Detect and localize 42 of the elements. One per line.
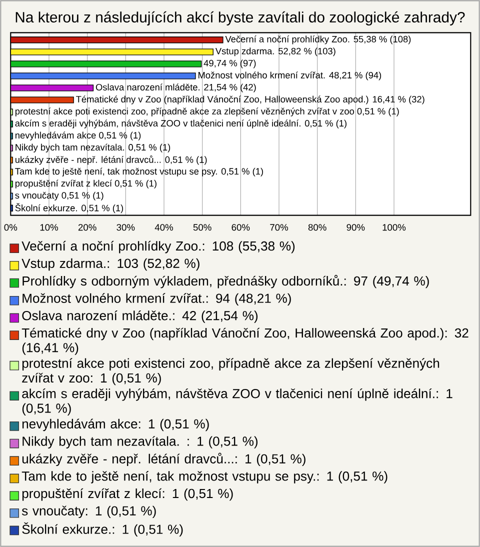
x-tick-label: 80% [308,224,326,231]
data-label: 49,74 % (97) [204,60,256,68]
x-tick-label: 100% [382,224,406,231]
data-label: Tématické dny v Zoo (například Vánoční Zoo, Halloweenská Zoo apod.) 16,41 % (32) [76,96,424,104]
data-label: s vnoučaty 0,51 % (1) [15,192,104,200]
data-label: akcím s eraději vyhýbám, návštěva ZOO v tlačenici není úplně ideální. 0,51 % (1) [15,120,346,128]
legend-label: akcím s eraději vyhýbám, návštěva ZOO v tlačenici není úplně ideální.: 1 (0,51 %) [22,388,452,416]
x-tick-label: 30% [116,224,135,231]
legend-label: Prohlídky s odborným výkladem, přednášky odborníků.: 97 (49,74 %) [22,274,429,288]
legend-label: Tématické dny v Zoo (například Vánoční Zoo, Halloweenská Zoo apod.): 32 (16,41 %) [22,328,468,355]
chart-title: Na kterou z následujících akcí byste zavítali do zoologické zahrady? [16,11,465,26]
legend-label: s vnoučaty: 1 (0,51 %) [22,506,156,518]
legend-label: ukázky zvěře - nepř. létání dravců...: 1 (0,51 %) [22,452,306,466]
data-label: protestní akce poti existenci zoo, případně akce za zlepšení vězněných zvířat v zoo 0,51 % (1) [15,108,399,116]
x-tick-label: 0% [4,224,18,231]
x-tick-label: 20% [78,224,96,231]
data-label: Školní exkurze. 0,51 % (1) [15,203,124,214]
data-label: ukázky zvěře - nepř. létání dravců... 0,51 % (1) [15,155,207,165]
data-label: propuštění zvířat z klecí 0,51 % (1) [15,180,156,188]
x-tick-label: 70% [270,224,288,231]
legend-label: nevyhledávám akce: 1 (0,51 %) [22,418,209,432]
legend-label: Oslava narození mláděte.: 42 (21,54 %) [22,310,258,323]
x-tick-label: 90% [346,224,365,231]
legend-label: Večerní a noční prohlídky Zoo.: 108 (55,38 %) [22,240,295,254]
data-label: Nikdy bych tam nezavítala. 0,51 % (1) [16,144,170,152]
x-tick-label: 10% [40,224,58,231]
data-label: Vstup zdarma. 52,82 % (103) [215,48,336,56]
x-tick-label: 60% [232,224,250,231]
legend-label: protestní akce poti existenci zoo, případně akce za zlepšení vězněných zvířat v zoo: 1 (0,51 %) [22,358,440,386]
data-label: Možnost volného krmení zvířat. 48,21 % (94) [198,72,382,80]
data-label: Večerní a noční prohlídky Zoo. 55,38 % (108) [225,36,411,44]
legend-label: Vstup zdarma.: 103 (52,82 %) [22,258,200,271]
legend-label: Tam kde to ještě není, tak možnost vstupu se psy.: 1 (0,51 %) [22,471,388,484]
legend-label: propuštění zvířat z klecí: 1 (0,51 %) [22,488,233,501]
data-label: Tam kde to ještě není, tak možnost vstupu se psy. 0,51 % (1) [15,168,263,176]
legend-label: Možnost volného krmení zvířat.: 94 (48,21 %) [22,293,291,306]
x-tick-label: 40% [154,224,174,231]
legend-label: Nikdy bych tam nezavítala. : 1 (0,51 %) [22,436,258,448]
x-tick-label: 50% [193,224,212,231]
data-label: nevyhledávám akce 0,51 % (1) [15,132,141,140]
legend-label: Školní exkurze.: 1 (0,51 %) [22,522,183,537]
data-label: Oslava narození mláděte. 21,54 % (42) [96,84,256,92]
